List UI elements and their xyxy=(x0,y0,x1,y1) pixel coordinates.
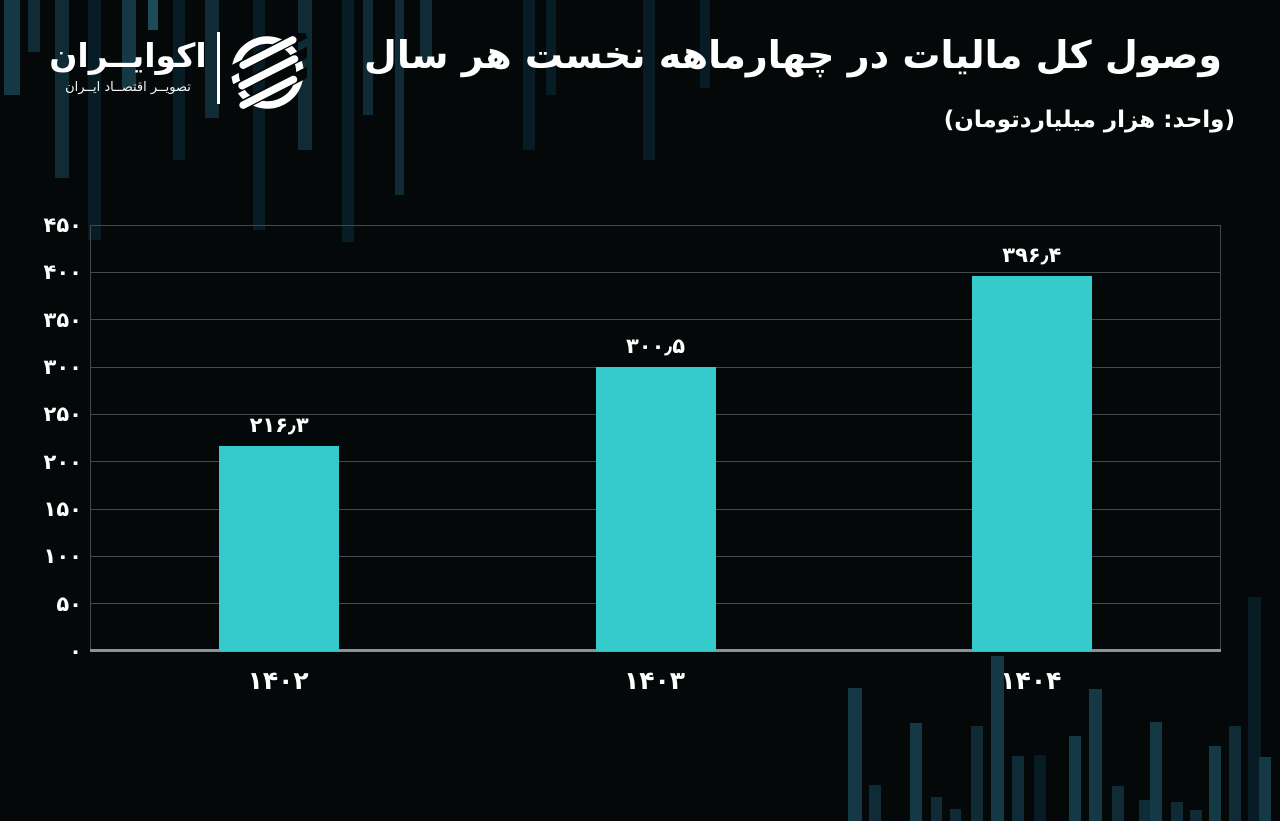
gridline xyxy=(91,224,1220,226)
y-axis-tick-label: ۴۵۰ xyxy=(43,213,82,237)
background-bar xyxy=(700,0,710,88)
background-bar xyxy=(122,0,136,88)
background-bar xyxy=(88,0,101,240)
background-bar xyxy=(848,688,862,821)
background-bar xyxy=(910,723,922,821)
y-axis-tick-label: ۱۵۰ xyxy=(43,497,82,521)
y-axis-tick-label: ۴۰۰ xyxy=(43,260,82,285)
chart-bar-1 xyxy=(219,446,340,651)
background-bar xyxy=(1012,756,1024,821)
background-bar xyxy=(1034,755,1046,821)
background-bar xyxy=(363,0,373,115)
background-bar xyxy=(420,0,432,62)
background-bar xyxy=(28,0,40,52)
background-bar xyxy=(395,0,404,195)
y-axis-tick-label: ۳۰۰ xyxy=(43,355,82,379)
background-bar xyxy=(931,797,942,821)
bar-value-label: ۳۹۶٫۴ xyxy=(1002,242,1062,267)
background-bar xyxy=(950,809,961,821)
background-bar xyxy=(342,0,354,242)
background-bar xyxy=(643,0,655,160)
x-axis-category-label: ۱۴۰۳ xyxy=(623,666,686,695)
y-axis-tick-label: ۱۰۰ xyxy=(43,544,82,569)
gridline xyxy=(91,271,1220,273)
background-bar xyxy=(1089,689,1102,821)
y-axis-tick-label: ۰ xyxy=(69,639,82,663)
background-bar xyxy=(1069,736,1081,821)
background-bar xyxy=(4,0,20,95)
chart-bar-2 xyxy=(595,366,716,651)
background-bar xyxy=(1190,810,1202,821)
x-axis: ۱۴۰۲ ۱۴۰۳ ۱۴۰۴ xyxy=(90,664,1219,708)
bar-value-label: ۲۱۶٫۳ xyxy=(249,413,309,438)
chart-bar-3 xyxy=(971,275,1092,651)
y-axis-tick-label: ۲۰۰ xyxy=(43,449,82,474)
background-bar xyxy=(1229,726,1241,821)
background-bar xyxy=(205,0,219,118)
background-bar xyxy=(1248,597,1261,821)
background-bar xyxy=(991,656,1004,821)
y-axis-tick-label: ۳۵۰ xyxy=(43,307,82,332)
x-axis-category-label: ۱۴۰۲ xyxy=(247,666,309,695)
y-axis-tick-label: ۲۵۰ xyxy=(43,402,82,427)
y-axis-tick-label: ۵۰ xyxy=(56,591,82,616)
background-bar xyxy=(523,0,535,150)
background-bar xyxy=(253,0,265,230)
gridline xyxy=(91,319,1220,321)
y-axis: ۰ ۵۰ ۱۰۰ ۱۵۰ ۲۰۰ ۲۵۰ ۳۰۰ ۳۵۰ ۴۰۰ ۴۵۰ xyxy=(8,213,82,663)
background-bar xyxy=(1139,800,1150,821)
background-bar xyxy=(869,785,881,821)
background-bar xyxy=(971,726,983,821)
background-bar xyxy=(173,0,185,160)
bar-value-label: ۳۰۰٫۵ xyxy=(625,333,686,358)
background-bar xyxy=(148,0,158,30)
background-bar xyxy=(546,0,556,95)
background-bar xyxy=(298,0,312,150)
background-bar xyxy=(1209,746,1221,821)
background-bar xyxy=(1112,786,1124,821)
background-bar xyxy=(1171,802,1183,821)
plot-area: ۲۱۶٫۳ ۳۰۰٫۵ ۳۹۶٫۴ xyxy=(90,224,1221,652)
background-bar xyxy=(1150,722,1162,821)
background-bar xyxy=(1259,757,1271,821)
background-bar xyxy=(55,0,69,178)
x-axis-category-label: ۱۴۰۴ xyxy=(1000,666,1062,695)
